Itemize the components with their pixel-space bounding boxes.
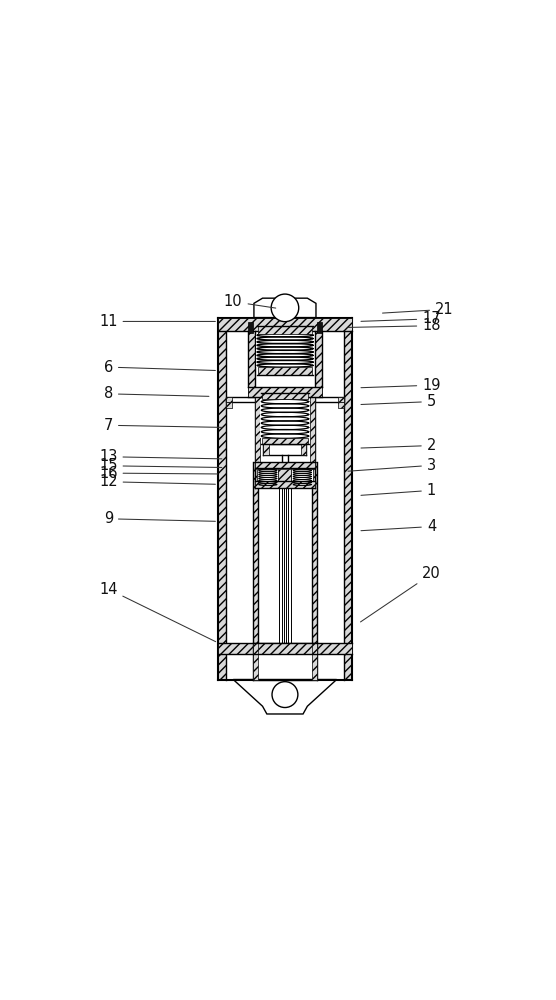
Text: 6: 6 (103, 360, 215, 375)
Text: 12: 12 (99, 474, 215, 489)
Bar (312, 643, 317, 680)
Circle shape (272, 682, 298, 708)
Text: 4: 4 (361, 519, 436, 534)
Bar (218, 318, 226, 680)
Text: 19: 19 (361, 378, 441, 393)
Text: 1: 1 (361, 483, 436, 498)
Circle shape (271, 294, 299, 322)
Bar (257, 469, 279, 486)
Bar (226, 397, 232, 402)
Bar (226, 402, 232, 408)
Bar (255, 397, 260, 462)
Text: 16: 16 (99, 466, 217, 481)
Bar (248, 322, 253, 333)
Bar (291, 469, 313, 486)
Text: 9: 9 (103, 511, 215, 526)
Text: 21: 21 (383, 302, 454, 317)
Bar (256, 334, 314, 367)
Bar (255, 462, 315, 468)
Text: 5: 5 (361, 394, 436, 409)
Polygon shape (234, 680, 337, 714)
Bar (218, 318, 352, 331)
Bar (312, 462, 317, 643)
Bar (315, 331, 321, 387)
Bar (301, 444, 306, 455)
Text: 17: 17 (361, 311, 441, 326)
Bar (260, 399, 310, 438)
Bar (262, 393, 308, 399)
Bar (252, 643, 258, 680)
Text: 20: 20 (360, 566, 441, 622)
Bar (337, 397, 344, 402)
Bar (258, 367, 312, 375)
Text: 18: 18 (348, 318, 441, 333)
Text: 15: 15 (99, 458, 222, 473)
Bar (218, 643, 352, 654)
Bar (337, 402, 344, 408)
Text: 13: 13 (99, 449, 222, 464)
Text: 2: 2 (361, 438, 436, 453)
Text: 11: 11 (99, 314, 215, 329)
Text: 3: 3 (348, 458, 436, 473)
Bar (258, 326, 312, 334)
Bar (255, 481, 315, 488)
Text: 7: 7 (103, 418, 222, 433)
Polygon shape (254, 298, 316, 318)
Text: 10: 10 (224, 294, 276, 309)
Bar (264, 444, 269, 455)
Bar (226, 397, 344, 402)
Bar (262, 438, 308, 444)
Bar (252, 462, 258, 643)
Bar (344, 318, 352, 680)
Text: 14: 14 (99, 582, 216, 642)
Bar (249, 387, 321, 397)
Bar (310, 397, 315, 462)
Bar (279, 469, 291, 486)
Bar (249, 331, 255, 387)
Bar (317, 322, 322, 333)
Text: 8: 8 (103, 386, 209, 401)
